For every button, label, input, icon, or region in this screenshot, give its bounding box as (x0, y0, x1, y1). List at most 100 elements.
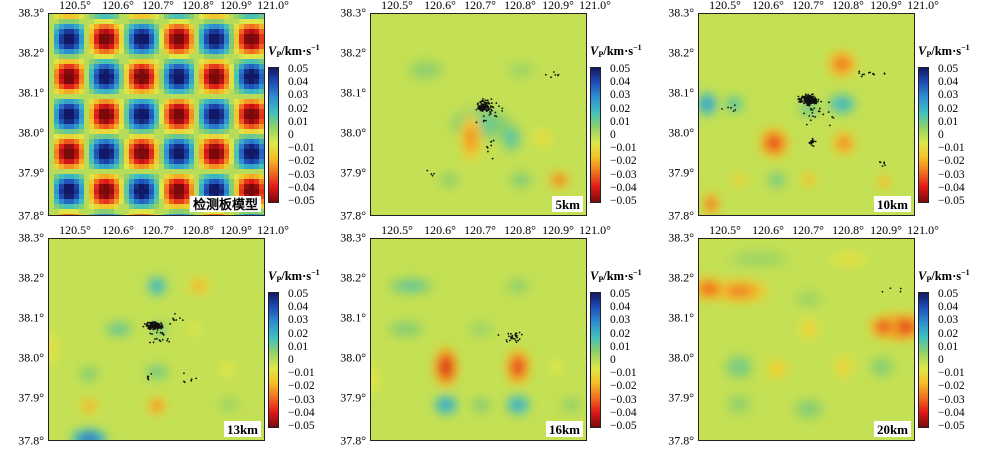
checker-cell (129, 129, 134, 134)
checker-cell (259, 144, 264, 149)
x-tick-label: 120.7° (792, 223, 824, 237)
checker-cell (234, 29, 239, 34)
earthquake-dot (491, 157, 494, 160)
checker-cell (109, 29, 114, 34)
earthquake-dot (154, 338, 156, 341)
checker-cell (159, 119, 164, 124)
earthquake-dot (828, 124, 831, 127)
velocity-anomaly (418, 65, 434, 75)
checker-cell (204, 124, 209, 129)
earthquake-dot (490, 140, 492, 143)
earthquake-dot (168, 340, 171, 343)
checker-cell (54, 154, 59, 159)
checker-cell (254, 99, 259, 104)
earthquake-dot (155, 322, 158, 324)
checker-cell (119, 24, 124, 29)
checker-cell (249, 74, 254, 79)
checker-cell (179, 109, 184, 114)
earthquake-dot (858, 70, 861, 73)
checker-cell (139, 154, 144, 159)
checker-cell (94, 129, 99, 134)
earthquake-dot (883, 162, 886, 165)
tomography-map: 检测板模型 (48, 13, 265, 216)
earthquake-dot (807, 100, 810, 103)
checker-cell (59, 184, 64, 189)
checker-cell (179, 174, 184, 179)
checker-cell (129, 204, 134, 209)
checker-cell (64, 119, 69, 124)
checker-cell (99, 84, 104, 89)
checker-cell (154, 174, 159, 179)
checker-cell (259, 99, 264, 104)
checker-cell (229, 39, 234, 44)
checker-cell (234, 89, 239, 94)
checker-cell (259, 104, 264, 109)
checker-cell (79, 29, 84, 34)
checker-cell (234, 144, 239, 149)
checker-cell (54, 179, 59, 184)
checker-cell (224, 44, 229, 49)
checker-cell (74, 154, 79, 159)
checker-cell (69, 204, 74, 209)
checker-cell (239, 39, 244, 44)
checker-cell (174, 74, 179, 79)
earthquake-dot (518, 331, 521, 334)
checker-cell (174, 29, 179, 34)
checker-cell (134, 144, 139, 149)
checker-cell (204, 74, 209, 79)
x-tick-label: 121.0° (579, 0, 611, 12)
checker-cell (134, 159, 139, 164)
checker-cell (254, 164, 259, 169)
checker-cell (134, 104, 139, 109)
checker-cell (239, 99, 244, 104)
checker-cell (149, 114, 154, 119)
checker-cell (214, 54, 219, 59)
earthquake-dot (517, 339, 520, 342)
checker-cell (109, 39, 114, 44)
checker-cell (154, 104, 159, 109)
checker-cell (189, 99, 194, 104)
checker-cell (209, 29, 214, 34)
checker-cell (99, 119, 104, 124)
earthquake-dot (489, 112, 492, 115)
checker-cell (234, 114, 239, 119)
checker-cell (79, 149, 84, 154)
x-tick-label: 121.0° (579, 223, 611, 237)
checker-cell (119, 69, 124, 74)
earthquake-dot (899, 287, 902, 290)
earthquake-dot (721, 107, 724, 110)
checker-cell (109, 189, 114, 194)
checker-cell (59, 44, 64, 49)
checker-cell (59, 34, 64, 39)
checker-cell (244, 189, 249, 194)
checker-cell (64, 184, 69, 189)
checker-cell (234, 64, 239, 69)
y-tick-label: 37.9° (340, 390, 366, 405)
checker-cell (89, 14, 94, 19)
checker-cell (104, 79, 109, 84)
checker-cell (164, 134, 169, 139)
checker-cell (179, 74, 184, 79)
checker-cell (259, 69, 264, 74)
checker-cell (199, 144, 204, 149)
colorbar-title-sub: P (276, 50, 282, 59)
checker-cell (129, 134, 134, 139)
checker-cell (109, 129, 114, 134)
checker-cell (254, 69, 259, 74)
y-tick-label: 38.0° (18, 125, 44, 140)
checker-cell (169, 14, 174, 19)
checker-cell (244, 64, 249, 69)
checker-cell (114, 214, 119, 215)
checker-cell (89, 119, 94, 124)
checker-cell (89, 79, 94, 84)
checker-cell (244, 174, 249, 179)
checker-cell (179, 149, 184, 154)
earthquake-dot (810, 98, 813, 100)
checker-cell (169, 159, 174, 164)
checker-cell (199, 69, 204, 74)
checker-cell (114, 34, 119, 39)
checker-cell (154, 14, 159, 19)
colorbar-tick-label: 0.04 (610, 301, 631, 314)
velocity-anomaly (151, 368, 163, 376)
checker-cell (74, 214, 79, 215)
